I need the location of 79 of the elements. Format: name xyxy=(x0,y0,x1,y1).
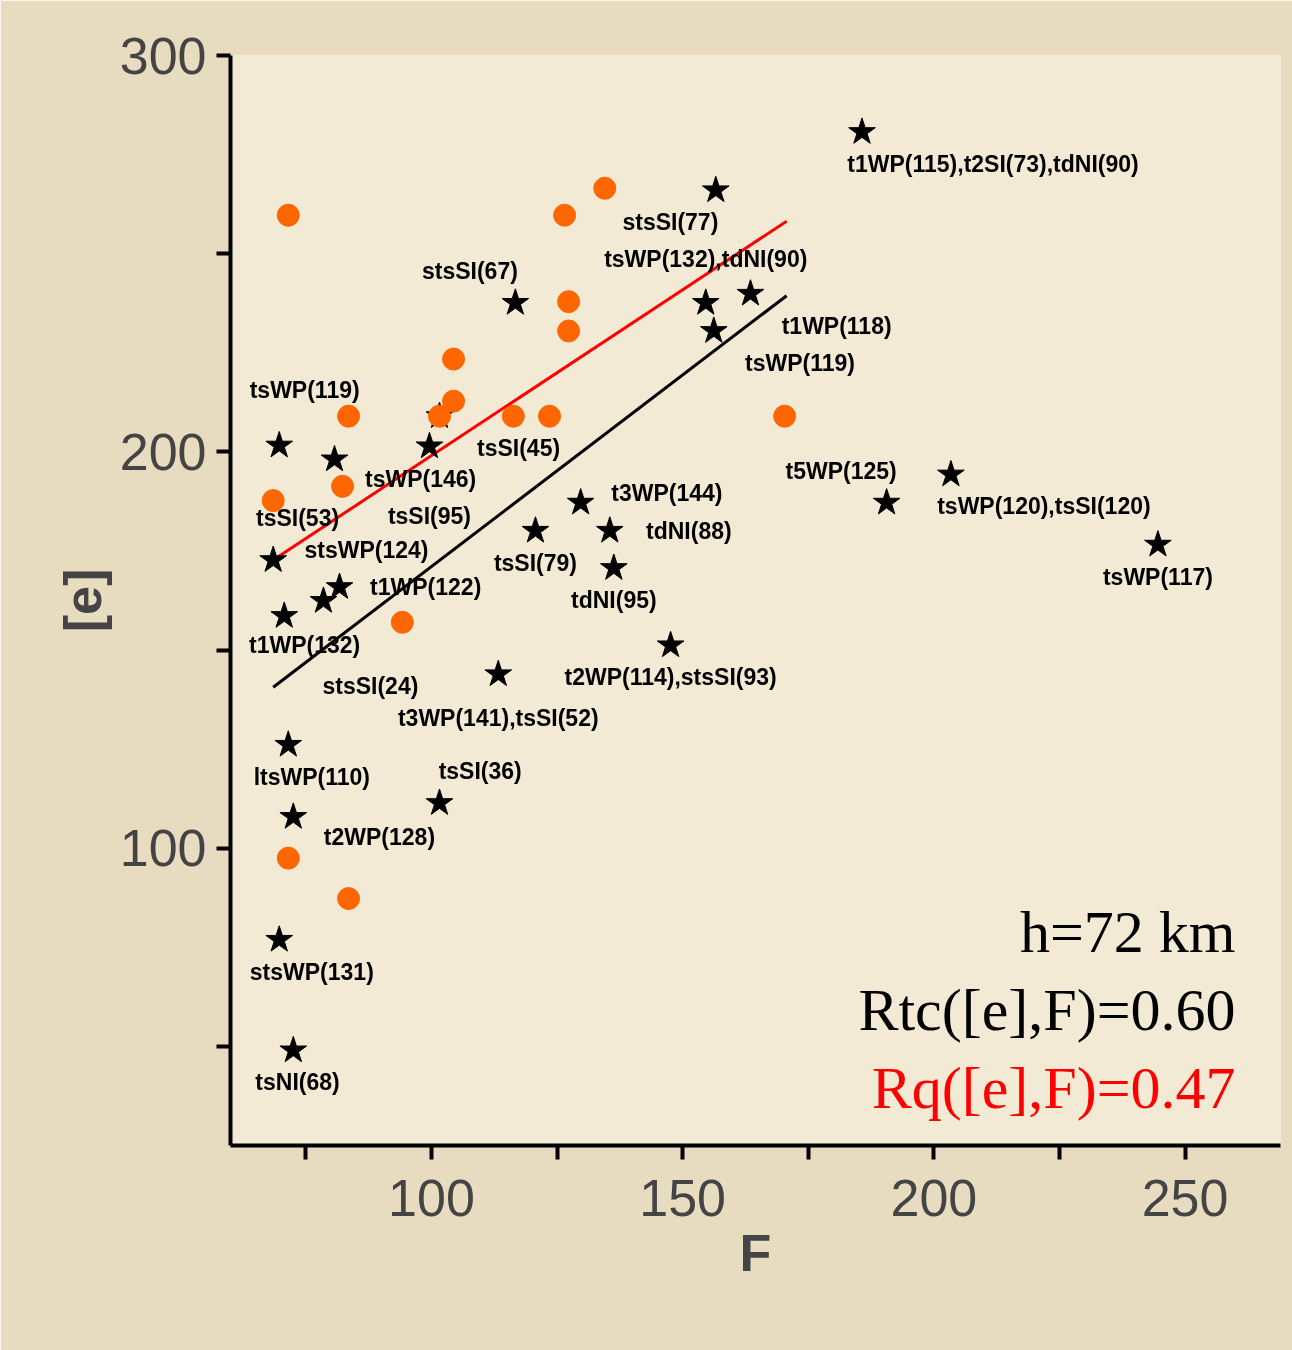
x-tick-label: 250 xyxy=(1141,1168,1229,1227)
data-label: stsWP(124) xyxy=(304,537,429,564)
data-label: t1WP(115),t2SI(73),tdNI(90) xyxy=(847,151,1139,177)
data-label: stsSI(77) xyxy=(622,209,719,236)
point xyxy=(501,288,530,315)
data-label: t2WP(114),stsSI(93) xyxy=(564,664,777,691)
point xyxy=(691,288,720,315)
x-tick-label: 150 xyxy=(639,1168,727,1227)
annotation: Rtc([e],F)=0.60 xyxy=(858,976,1236,1043)
point xyxy=(442,347,466,371)
point xyxy=(600,553,628,580)
data-label: tsNI(68) xyxy=(255,1069,340,1096)
data-label: tsWP(119) xyxy=(745,349,855,376)
x-tick-label: 100 xyxy=(388,1168,475,1227)
data-label: stsSI(67) xyxy=(421,257,518,284)
point xyxy=(538,404,562,428)
point xyxy=(259,545,288,572)
data-label: stsSI(24) xyxy=(322,672,419,699)
y-tick-label: 100 xyxy=(119,819,207,878)
point xyxy=(270,601,299,628)
x-tick-label: 200 xyxy=(890,1168,978,1227)
data-label: tsSI(36) xyxy=(438,758,522,785)
data-label: stsWP(131) xyxy=(249,958,374,985)
data-label: tsSI(45) xyxy=(476,435,561,462)
point xyxy=(337,404,361,428)
point xyxy=(442,389,466,413)
point xyxy=(265,925,294,952)
annotation: Rq([e],F)=0.47 xyxy=(871,1054,1236,1121)
point xyxy=(557,290,581,314)
data-label: tsSI(79) xyxy=(493,549,577,576)
point xyxy=(595,516,624,543)
point xyxy=(279,1035,308,1063)
data-label: tsWP(117) xyxy=(1102,563,1213,590)
point xyxy=(521,516,550,543)
y-tick-label: 300 xyxy=(119,26,207,85)
data-label: t2WP(128) xyxy=(323,823,436,850)
point xyxy=(773,404,797,428)
point xyxy=(331,474,355,498)
point xyxy=(848,117,876,144)
point xyxy=(276,203,300,227)
point xyxy=(557,319,581,343)
point xyxy=(325,572,354,599)
point xyxy=(279,802,308,829)
annotation: h=72 km xyxy=(1019,898,1236,965)
point xyxy=(425,788,454,815)
point xyxy=(702,175,730,203)
data-label: t3WP(144) xyxy=(611,479,723,506)
point xyxy=(274,730,303,757)
point xyxy=(390,610,414,634)
point xyxy=(699,316,728,343)
point xyxy=(320,444,349,472)
point xyxy=(415,431,444,459)
point xyxy=(736,279,765,306)
data-label: t1WP(118) xyxy=(781,312,892,339)
point xyxy=(566,488,595,515)
data-label: tsWP(120),tsSI(120) xyxy=(937,493,1151,520)
point xyxy=(656,630,685,658)
data-label: ltsWP(110) xyxy=(253,763,370,790)
point xyxy=(1144,530,1172,557)
data-label: tsWP(119) xyxy=(249,376,360,403)
point xyxy=(593,176,617,200)
x-axis-title: F xyxy=(739,1223,772,1282)
point xyxy=(276,846,300,870)
data-label: tdNI(88) xyxy=(646,517,732,544)
point xyxy=(501,404,525,428)
point xyxy=(309,586,338,613)
data-label: tdNI(95) xyxy=(571,587,657,613)
point xyxy=(872,488,901,515)
y-tick-label: 200 xyxy=(119,422,207,481)
point xyxy=(265,431,294,458)
data-label: t3WP(141),tsSI(52) xyxy=(397,705,599,732)
point xyxy=(484,659,513,687)
annotation: tsSI(53) xyxy=(256,505,340,532)
point xyxy=(337,887,361,911)
point xyxy=(553,203,577,227)
data-label: t5WP(125) xyxy=(785,457,897,484)
y-axis-title: [e] xyxy=(53,568,112,633)
data-label: tsSI(95) xyxy=(387,503,471,530)
point xyxy=(937,459,965,487)
